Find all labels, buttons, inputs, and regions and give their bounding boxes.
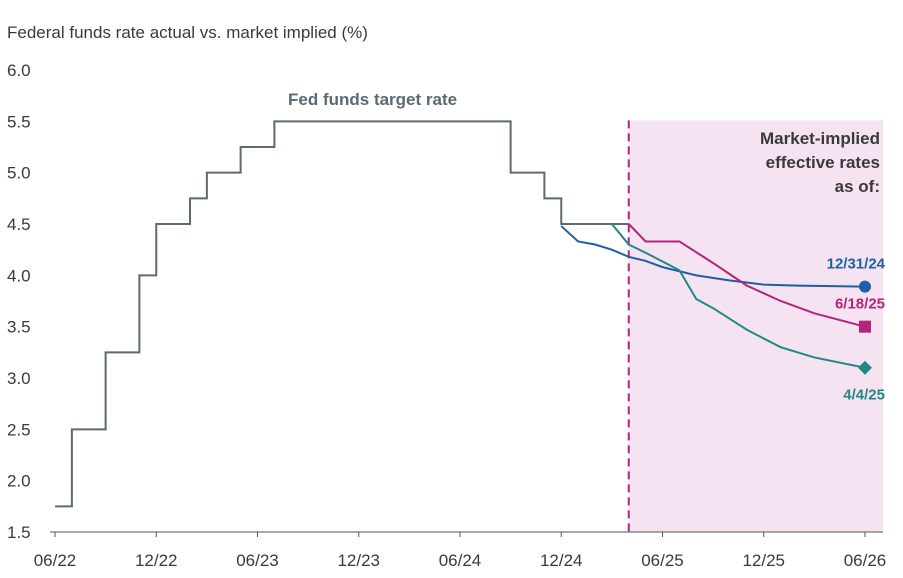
y-tick-label: 2.5 — [7, 420, 31, 439]
fed-funds-series-label: Fed funds target rate — [288, 90, 457, 109]
y-tick-label: 4.5 — [7, 215, 31, 234]
y-tick-label: 5.5 — [7, 112, 31, 131]
market-implied-series: 12/31/24 6/18/25 4/4/25 — [560, 223, 886, 404]
x-axis: 06/22 12/22 06/23 12/23 06/24 12/24 06/25 12/25… — [34, 532, 887, 570]
region-label-line-1: Market-implied — [760, 129, 880, 148]
y-axis: 1.5 2.0 2.5 3.0 3.5 4.0 4.5 5.0 5.5 6.0 — [7, 61, 31, 542]
market-implied-label: Market-implied effective rates as of: — [760, 129, 880, 196]
region-label-line-3: as of: — [835, 177, 880, 196]
y-tick-label: 3.5 — [7, 318, 31, 337]
x-tick-label: 06/24 — [439, 551, 482, 570]
x-tick-label: 06/26 — [844, 551, 887, 570]
series-label: 4/4/25 — [843, 387, 885, 404]
series-end-marker-diamond — [858, 360, 872, 375]
series-label: 6/18/25 — [835, 296, 885, 313]
x-tick-label: 06/25 — [641, 551, 684, 570]
x-tick-label: 12/25 — [742, 551, 785, 570]
y-tick-label: 4.0 — [7, 266, 31, 285]
x-tick-label: 06/23 — [236, 551, 279, 570]
y-tick-label: 5.0 — [7, 164, 31, 183]
series-line-1 — [628, 223, 866, 328]
y-tick-label: 3.0 — [7, 369, 31, 388]
series-end-marker-square — [859, 320, 871, 333]
market-implied-region — [628, 120, 883, 532]
fed-funds-target-line — [55, 120, 629, 508]
series-line-0 — [560, 225, 866, 288]
y-tick-label: 2.0 — [7, 472, 31, 491]
x-tick-label: 12/24 — [540, 551, 583, 570]
series-line-2 — [611, 223, 866, 369]
region-label-line-2: effective rates — [766, 153, 880, 172]
x-tick-label: 12/22 — [135, 551, 178, 570]
series-end-marker-circle — [859, 280, 871, 293]
y-tick-label: 1.5 — [7, 523, 31, 542]
chart-title: Federal funds rate actual vs. market imp… — [7, 23, 368, 42]
y-tick-label: 6.0 — [7, 61, 31, 80]
x-tick-label: 12/23 — [337, 551, 380, 570]
series-label: 12/31/24 — [827, 256, 886, 273]
x-tick-label: 06/22 — [34, 551, 77, 570]
